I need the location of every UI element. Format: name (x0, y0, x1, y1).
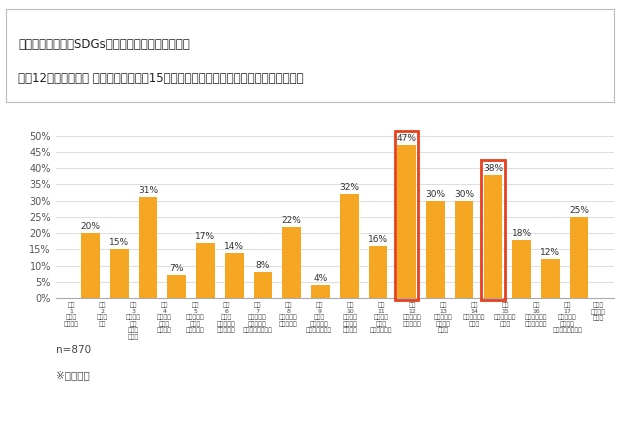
Text: 目標
7
エネルギー
をみんなに
そしてクリーンに: 目標 7 エネルギー をみんなに そしてクリーンに (242, 302, 272, 334)
Text: 目標
15
陸の豊かさも
守ろう: 目標 15 陸の豊かさも 守ろう (494, 302, 516, 327)
Text: 12%: 12% (541, 248, 560, 257)
Text: n=870: n=870 (56, 345, 91, 355)
Text: 目標
6
安全な
水とトイレ
を世界中に: 目標 6 安全な 水とトイレ を世界中に (217, 302, 236, 334)
Text: 30%: 30% (454, 190, 474, 199)
Bar (484, 175, 502, 298)
Text: 目標
12
つくる責任
つかう責任: 目標 12 つくる責任 つかう責任 (403, 302, 422, 327)
Text: 目標
16
平和と公正を
すべての人に: 目標 16 平和と公正を すべての人に (525, 302, 547, 327)
Text: 14%: 14% (224, 242, 244, 251)
Bar (570, 217, 588, 298)
Bar (397, 145, 416, 298)
Text: 17%: 17% (195, 232, 216, 241)
Text: 7%: 7% (169, 265, 184, 273)
Text: 目標12「つくる責任 つかう責任」目標15「陸の豊かさも守ろう」に回答が集まった。: 目標12「つくる責任 つかう責任」目標15「陸の豊かさも守ろう」に回答が集まった… (19, 72, 304, 85)
Text: 16%: 16% (368, 235, 388, 244)
Text: 個人で行っているSDGsに関する活動については、: 個人で行っているSDGsに関する活動については、 (19, 37, 190, 51)
Text: 目標
13
気候変動に
具体的な
対策を: 目標 13 気候変動に 具体的な 対策を (434, 302, 453, 334)
Bar (311, 285, 330, 298)
Text: 20%: 20% (81, 222, 100, 231)
Bar (225, 253, 244, 298)
Bar (541, 259, 560, 298)
Bar (254, 272, 272, 298)
Bar (196, 243, 215, 298)
Text: 目標
4
質の高い
教育を
みんなに: 目標 4 質の高い 教育を みんなに (157, 302, 172, 334)
Text: 25%: 25% (569, 206, 589, 215)
Text: 目標
8
働きがいも
経済成長も: 目標 8 働きがいも 経済成長も (279, 302, 298, 327)
Bar (455, 201, 474, 298)
Text: 目標
14
海の豊かさを
守ろう: 目標 14 海の豊かさを 守ろう (463, 302, 485, 327)
Text: 目標
9
産業と
技術革新の
基盤をつくろう: 目標 9 産業と 技術革新の 基盤をつくろう (306, 302, 332, 334)
Text: 目標
3
すべての
人に
健康と
福祉を: 目標 3 すべての 人に 健康と 福祉を (126, 302, 141, 340)
Bar (512, 240, 531, 298)
Text: 22%: 22% (281, 216, 301, 225)
Text: 目標
17
パートナー
シップで
目標を達成しよう: 目標 17 パートナー シップで 目標を達成しよう (552, 302, 582, 334)
Bar (167, 276, 186, 298)
Text: 目標
2
飢餓を
ゼロ: 目標 2 飢餓を ゼロ (97, 302, 108, 327)
Text: 目標
5
ジェンダー
平等を
実現しよう: 目標 5 ジェンダー 平等を 実現しよう (186, 302, 205, 334)
Bar (282, 227, 301, 298)
Text: 目標
10
人や国の
不平等を
なくそう: 目標 10 人や国の 不平等を なくそう (343, 302, 358, 334)
Text: 8%: 8% (256, 261, 270, 270)
Bar (481, 160, 505, 300)
Text: 4%: 4% (313, 274, 327, 283)
Text: 31%: 31% (138, 187, 158, 196)
Text: 32%: 32% (339, 183, 359, 192)
Bar (81, 233, 100, 298)
Bar (110, 249, 128, 298)
Text: 18%: 18% (512, 229, 532, 238)
Text: 47%: 47% (397, 134, 417, 144)
Bar (139, 197, 157, 298)
Text: 目標
11
住み続け
られる
まちづくりを: 目標 11 住み続け られる まちづくりを (370, 302, 392, 334)
Text: ※複数回答: ※複数回答 (56, 371, 89, 380)
Bar (368, 246, 388, 298)
Text: 38%: 38% (483, 164, 503, 173)
Bar (426, 201, 445, 298)
Text: 15%: 15% (109, 239, 130, 248)
Bar (395, 131, 418, 300)
Bar (340, 194, 358, 298)
Text: 当ては
まるもの
はない: 当ては まるもの はない (591, 302, 606, 321)
Text: 目標
1
貧困を
なくそう: 目標 1 貧困を なくそう (64, 302, 79, 327)
Text: 30%: 30% (425, 190, 445, 199)
